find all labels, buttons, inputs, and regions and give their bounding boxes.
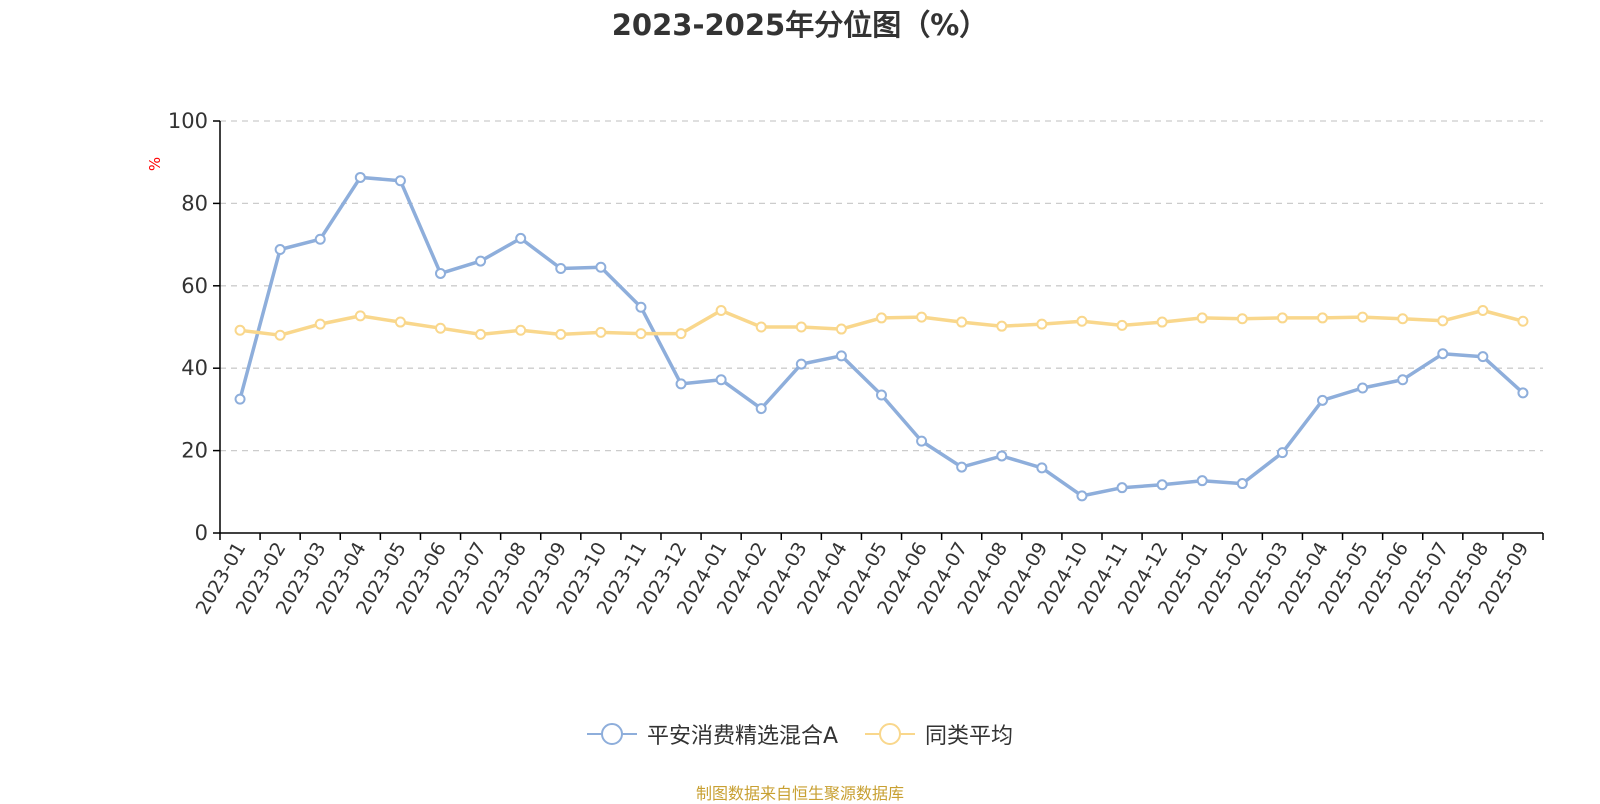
legend: 平安消费精选混合A 同类平均	[0, 718, 1600, 753]
data-point-series-1[interactable]	[1236, 478, 1248, 490]
data-point-series-1[interactable]	[755, 403, 767, 415]
data-point-series-1[interactable]	[394, 175, 406, 187]
y-tick-label: 100	[168, 109, 208, 133]
data-point-series-1[interactable]	[795, 358, 807, 370]
data-point-series-2[interactable]	[715, 305, 727, 317]
legend-circle-icon	[586, 723, 637, 745]
data-point-series-1[interactable]	[1477, 351, 1489, 363]
data-point-series-2[interactable]	[394, 316, 406, 328]
data-point-series-2[interactable]	[755, 321, 767, 333]
data-point-series-2[interactable]	[515, 324, 527, 336]
chart-title: 2023-2025年分位图（%）	[611, 8, 989, 42]
y-axis-unit-label: %	[146, 157, 164, 171]
data-point-series-2[interactable]	[1196, 312, 1208, 324]
data-point-series-2[interactable]	[956, 316, 968, 328]
data-point-series-1[interactable]	[1196, 475, 1208, 487]
data-point-series-2[interactable]	[675, 328, 687, 340]
data-point-series-1[interactable]	[876, 389, 887, 401]
data-point-series-2[interactable]	[1156, 316, 1168, 328]
data-point-series-1[interactable]	[1437, 348, 1449, 360]
data-point-series-1[interactable]	[715, 374, 727, 386]
y-tick-label: 80	[181, 191, 208, 215]
data-point-series-1[interactable]	[996, 450, 1008, 462]
data-point-series-1[interactable]	[515, 232, 527, 244]
data-point-series-2[interactable]	[1116, 319, 1128, 331]
data-point-series-1[interactable]	[1317, 394, 1328, 406]
data-point-series-1[interactable]	[435, 267, 446, 279]
data-point-series-1[interactable]	[274, 244, 286, 256]
data-point-series-2[interactable]	[1317, 312, 1328, 324]
data-point-series-1[interactable]	[956, 461, 968, 473]
data-point-series-1[interactable]	[475, 255, 487, 267]
data-point-series-2[interactable]	[1517, 315, 1529, 327]
data-point-series-2[interactable]	[475, 328, 487, 340]
data-point-series-1[interactable]	[354, 171, 366, 183]
legend-label-series-1: 平安消费精选混合A	[646, 724, 839, 749]
series-line-1	[238, 175, 1525, 498]
data-point-series-2[interactable]	[595, 326, 607, 338]
axes: 0204060801002023-012023-022023-032023-04…	[168, 109, 1544, 618]
data-point-series-1[interactable]	[1397, 374, 1409, 386]
data-point-series-1[interactable]	[675, 378, 687, 390]
y-tick-label: 60	[181, 274, 208, 298]
data-point-series-2[interactable]	[1437, 315, 1449, 327]
grid-lines	[220, 120, 1543, 452]
data-point-series-1[interactable]	[1156, 479, 1168, 491]
data-point-series-2[interactable]	[996, 320, 1008, 332]
series-lines	[234, 171, 1529, 502]
data-point-series-1[interactable]	[835, 350, 847, 362]
data-point-series-1[interactable]	[1517, 387, 1529, 399]
data-point-series-1[interactable]	[635, 301, 647, 313]
data-point-series-2[interactable]	[274, 329, 286, 341]
legend-item-series-1[interactable]: 平安消费精选混合A	[586, 718, 839, 750]
data-point-series-2[interactable]	[635, 328, 647, 340]
data-source-note: 制图数据来自恒生聚源数据库	[695, 784, 904, 803]
data-point-series-2[interactable]	[916, 311, 928, 323]
data-point-series-2[interactable]	[555, 328, 567, 340]
data-point-series-1[interactable]	[1116, 482, 1128, 494]
data-point-series-1[interactable]	[595, 261, 607, 273]
data-point-series-1[interactable]	[1036, 462, 1048, 474]
y-tick-label: 0	[195, 521, 208, 545]
legend-item-series-2[interactable]: 同类平均	[865, 718, 1013, 750]
data-point-series-1[interactable]	[1076, 490, 1088, 502]
data-point-series-2[interactable]	[1477, 305, 1489, 317]
data-point-series-1[interactable]	[234, 393, 246, 405]
legend-circle-icon	[865, 723, 916, 745]
data-point-series-2[interactable]	[1036, 318, 1048, 330]
y-tick-label: 20	[181, 439, 208, 463]
legend-label-series-2: 同类平均	[925, 724, 1014, 749]
data-point-series-1[interactable]	[314, 233, 326, 245]
data-point-series-2[interactable]	[234, 324, 246, 336]
data-point-series-2[interactable]	[314, 318, 326, 330]
data-point-series-1[interactable]	[555, 262, 567, 274]
data-point-series-2[interactable]	[876, 312, 887, 324]
data-point-series-2[interactable]	[1076, 315, 1088, 327]
data-point-series-2[interactable]	[1397, 313, 1409, 325]
data-point-series-2[interactable]	[1276, 312, 1288, 324]
data-point-series-2[interactable]	[1357, 311, 1369, 323]
data-point-series-1[interactable]	[1357, 382, 1369, 394]
data-point-series-2[interactable]	[1236, 313, 1248, 325]
data-point-series-2[interactable]	[354, 310, 366, 322]
y-tick-label: 40	[181, 356, 208, 380]
data-point-series-1[interactable]	[1276, 447, 1288, 459]
data-point-series-2[interactable]	[435, 322, 446, 334]
data-point-series-1[interactable]	[916, 435, 928, 447]
data-point-series-2[interactable]	[795, 321, 807, 333]
data-point-series-2[interactable]	[835, 323, 847, 335]
